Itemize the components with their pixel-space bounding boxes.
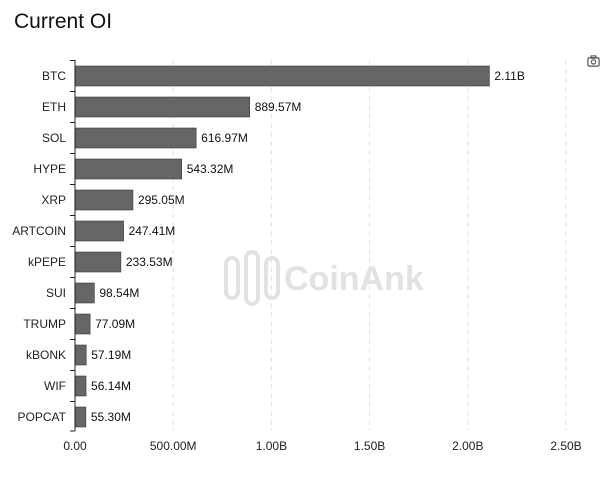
data-label: 57.19M — [91, 348, 131, 362]
bar — [75, 375, 87, 397]
bar — [75, 189, 134, 211]
bar — [75, 406, 87, 428]
y-tick-label: SOL — [42, 131, 66, 145]
y-tick-label: ETH — [42, 100, 66, 114]
data-label: 98.54M — [99, 286, 139, 300]
bar — [75, 344, 87, 366]
camera-icon[interactable] — [587, 54, 600, 68]
data-label: 247.41M — [129, 224, 176, 238]
watermark-text: CoinAnk — [284, 260, 424, 298]
bar — [75, 282, 95, 304]
data-label: 55.30M — [91, 410, 131, 424]
y-tick-label: POPCAT — [18, 410, 67, 424]
data-label: 77.09M — [95, 317, 135, 331]
bar — [75, 158, 183, 180]
y-tick-label: WIF — [44, 379, 66, 393]
page-title: Current OI — [14, 10, 113, 33]
data-label: 2.11B — [494, 69, 524, 83]
bar — [75, 127, 197, 149]
x-tick-label: 1.50B — [354, 439, 385, 453]
x-tick-label: 0.00 — [63, 439, 87, 453]
bar — [75, 251, 122, 273]
data-label: 616.97M — [201, 131, 248, 145]
data-label: 295.05M — [138, 193, 185, 207]
y-tick-label: XRP — [41, 193, 66, 207]
data-label: 233.53M — [126, 255, 173, 269]
y-tick-label: kPEPE — [28, 255, 66, 269]
y-tick-label: TRUMP — [23, 317, 66, 331]
bar — [75, 220, 124, 242]
bar — [75, 96, 251, 118]
y-tick-label: kBONK — [26, 348, 66, 362]
coinank-logo-icon — [224, 250, 280, 306]
x-tick-label: 2.00B — [452, 439, 483, 453]
data-label: 889.57M — [255, 100, 302, 114]
bar — [75, 313, 91, 335]
x-tick-label: 2.50B — [550, 439, 581, 453]
y-tick-label: BTC — [42, 69, 66, 83]
y-tick-label: SUI — [46, 286, 66, 300]
y-tick-label: ARTCOIN — [12, 224, 66, 238]
watermark: CoinAnk — [224, 250, 424, 306]
data-label: 56.14M — [91, 379, 131, 393]
y-tick-label: HYPE — [33, 162, 66, 176]
bar — [75, 65, 490, 87]
x-tick-label: 500.00M — [150, 439, 197, 453]
x-tick-label: 1.00B — [256, 439, 287, 453]
data-label: 543.32M — [187, 162, 234, 176]
